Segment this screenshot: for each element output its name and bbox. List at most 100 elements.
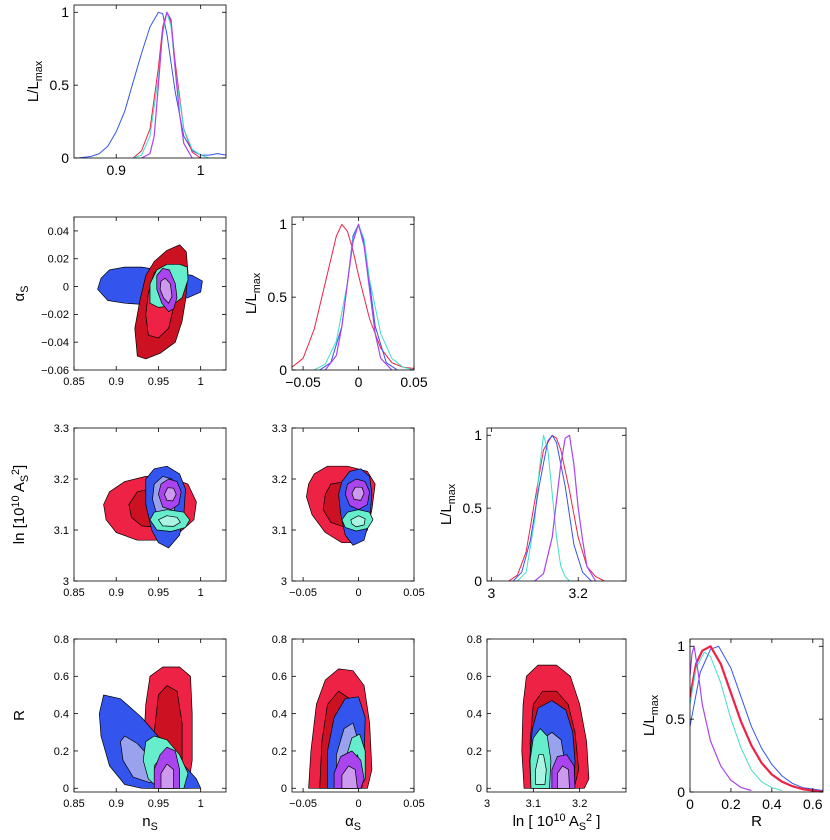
alphas_R-ytick-label: 0.8 bbox=[272, 634, 287, 646]
lnAs_1d-xtick-label: 3.2 bbox=[568, 585, 588, 601]
alphas_R-xtick-label: 0 bbox=[355, 798, 361, 810]
lnAs_R-plot-area bbox=[521, 664, 590, 789]
alphas_1d-plot-area bbox=[292, 223, 414, 370]
alphas_lnAs-plot-area bbox=[306, 465, 376, 546]
lnAs_R-xtick-label: 3.2 bbox=[572, 798, 587, 810]
R_1d-ytick-label: 0.5 bbox=[666, 711, 686, 727]
alphas_1d-axes-frame bbox=[291, 216, 415, 371]
ns_alphas-ytick-label: 0.04 bbox=[48, 226, 69, 238]
panel-alphas_lnAs: −0.05 0 0.05 3 3.1 3.2 3.3 bbox=[272, 423, 425, 599]
alphas_1d-xtick-label: −0.05 bbox=[285, 374, 321, 390]
ns_R-ytick-label: 0 bbox=[63, 783, 69, 795]
ns_alphas-ytick-label: 0 bbox=[63, 281, 69, 293]
ns_1d-line-blue bbox=[78, 11, 226, 158]
R_1d-ytick-label: 1 bbox=[677, 638, 685, 654]
ns_R-plot-area bbox=[98, 666, 202, 789]
ns_R-xlabel: nS bbox=[142, 813, 158, 833]
ns_alphas-ytick-label: −0.04 bbox=[41, 337, 69, 349]
ns_lnAs-xtick-label: 0.95 bbox=[148, 587, 169, 599]
lnAs_1d-ytick-label: 0.5 bbox=[463, 500, 483, 516]
ns_lnAs-ytick-label: 3.1 bbox=[54, 525, 69, 537]
alphas_1d-ylabel: L/Lmax bbox=[243, 272, 263, 314]
ns_lnAs-ytick-label: 3.3 bbox=[54, 423, 69, 435]
ns_alphas-ytick-label: −0.02 bbox=[41, 309, 69, 321]
panel-lnAs_R: 3 3.1 3.2 0 0.2 0.4 0.6 0.8 ln [ 1010 AS2 ] bbox=[467, 634, 627, 833]
alphas_R-xtick-label: −0.05 bbox=[289, 798, 317, 810]
lnAs_1d-ytick-label: 0 bbox=[474, 573, 482, 589]
ns_1d-xtick-label: 1 bbox=[197, 162, 205, 178]
alphas_1d-xtick-label: 0.05 bbox=[400, 374, 427, 390]
alphas_R-xlabel: αS bbox=[345, 813, 361, 833]
alphas_R-ytick-label: 0.2 bbox=[272, 746, 287, 758]
lnAs_R-ytick-label: 0.8 bbox=[467, 634, 482, 646]
ns_lnAs-plot-area bbox=[103, 465, 197, 549]
alphas_1d-line-purple bbox=[324, 223, 393, 370]
ns_lnAs-ylabel: ln [1010 AS2] bbox=[10, 465, 31, 544]
ns_alphas-axes-frame bbox=[73, 216, 227, 371]
ns_R-ytick-label: 0.8 bbox=[54, 634, 69, 646]
lnAs_R-ytick-label: 0.6 bbox=[467, 671, 482, 683]
alphas_lnAs-ytick-label: 3 bbox=[281, 576, 287, 588]
lnAs_R-ytick-label: 0 bbox=[476, 783, 482, 795]
alphas_lnAs-xtick-label: 0.05 bbox=[403, 587, 424, 599]
ns_R-ytick-label: 0.4 bbox=[54, 708, 69, 720]
panel-R_1d: 0 0.2 0.4 0.6 0 0.5 1 R L/Lmax bbox=[641, 638, 824, 830]
ns_lnAs-xtick-label: 0.85 bbox=[63, 587, 84, 599]
alphas_1d-line-cyan bbox=[313, 223, 414, 370]
ns_1d-line-cyan bbox=[132, 11, 210, 158]
alphas_1d-ytick-label: 0 bbox=[279, 362, 287, 378]
lnAs_R-contour-lightcyan-5 bbox=[535, 754, 547, 785]
panel-ns_1d: 0.9 1 0 0.5 1 L/Lmax bbox=[25, 4, 227, 178]
ns_R-xtick-label: 0.85 bbox=[63, 798, 84, 810]
alphas_R-ytick-label: 0.6 bbox=[272, 671, 287, 683]
ns_lnAs-xtick-label: 1 bbox=[198, 587, 204, 599]
alphas_1d-line-red bbox=[292, 223, 414, 369]
ns_1d-ytick-label: 1 bbox=[61, 4, 69, 20]
ns_alphas-ytick-label: 0.02 bbox=[48, 254, 69, 266]
ns_lnAs-ytick-label: 3.2 bbox=[54, 474, 69, 486]
alphas_R-plot-area bbox=[308, 668, 373, 789]
R_1d-xtick-label: 0.2 bbox=[721, 796, 741, 812]
ns_R-xtick-label: 1 bbox=[198, 798, 204, 810]
ns_lnAs-ytick-label: 3 bbox=[63, 576, 69, 588]
ns_1d-axes-frame bbox=[73, 4, 227, 159]
ns_1d-plot-area bbox=[78, 11, 226, 158]
alphas_lnAs-xtick-label: 0 bbox=[355, 587, 361, 599]
ns_lnAs-contour-lightcyan-5 bbox=[158, 515, 181, 527]
lnAs_R-contour-lightpurple-7 bbox=[557, 765, 570, 789]
lnAs_1d-plot-area bbox=[508, 434, 605, 581]
ns_alphas-ytick-label: −0.06 bbox=[41, 365, 69, 377]
alphas_lnAs-contour-lightcyan-4 bbox=[350, 515, 366, 528]
lnAs_R-xlabel: ln [ 1010 AS2 ] bbox=[513, 812, 601, 833]
R_1d-xtick-label: 0.6 bbox=[803, 796, 823, 812]
alphas_R-ytick-label: 0.4 bbox=[272, 708, 287, 720]
ns_R-ytick-label: 0.6 bbox=[54, 671, 69, 683]
ns_R-axes-frame bbox=[73, 638, 227, 793]
R_1d-xtick-label: 0.4 bbox=[762, 796, 782, 812]
lnAs_1d-xtick-label: 3 bbox=[487, 585, 495, 601]
ns_1d-ylabel: L/Lmax bbox=[25, 60, 45, 102]
ns_alphas-xtick-label: 0.95 bbox=[148, 376, 169, 388]
ns_1d-ytick-label: 0 bbox=[61, 150, 69, 166]
R_1d-xtick-label: 0 bbox=[686, 796, 694, 812]
ns_R-xtick-label: 0.95 bbox=[148, 798, 169, 810]
alphas_lnAs-xtick-label: −0.05 bbox=[289, 587, 317, 599]
alphas_R-xtick-label: 0.05 bbox=[403, 798, 424, 810]
lnAs_1d-line-red bbox=[508, 434, 605, 581]
alphas_lnAs-contour-lightpurple-6 bbox=[351, 486, 365, 501]
alphas_1d-ytick-label: 1 bbox=[279, 216, 287, 232]
R_1d-line-purple bbox=[690, 645, 752, 792]
R_1d-axes-frame bbox=[689, 638, 824, 793]
alphas_1d-xtick-label: 0 bbox=[355, 374, 363, 390]
R_1d-xlabel: R bbox=[751, 813, 762, 830]
alphas_lnAs-ytick-label: 3.2 bbox=[272, 474, 287, 486]
alphas_1d-line-blue bbox=[319, 223, 398, 370]
R_1d-line-red bbox=[690, 645, 823, 792]
lnAs_R-xtick-label: 3 bbox=[484, 798, 490, 810]
ns_R-ytick-label: 0.2 bbox=[54, 746, 69, 758]
ns_alphas-xtick-label: 0.85 bbox=[63, 376, 84, 388]
lnAs_R-ytick-label: 0.2 bbox=[467, 746, 482, 758]
lnAs_1d-line-purple bbox=[534, 434, 597, 581]
